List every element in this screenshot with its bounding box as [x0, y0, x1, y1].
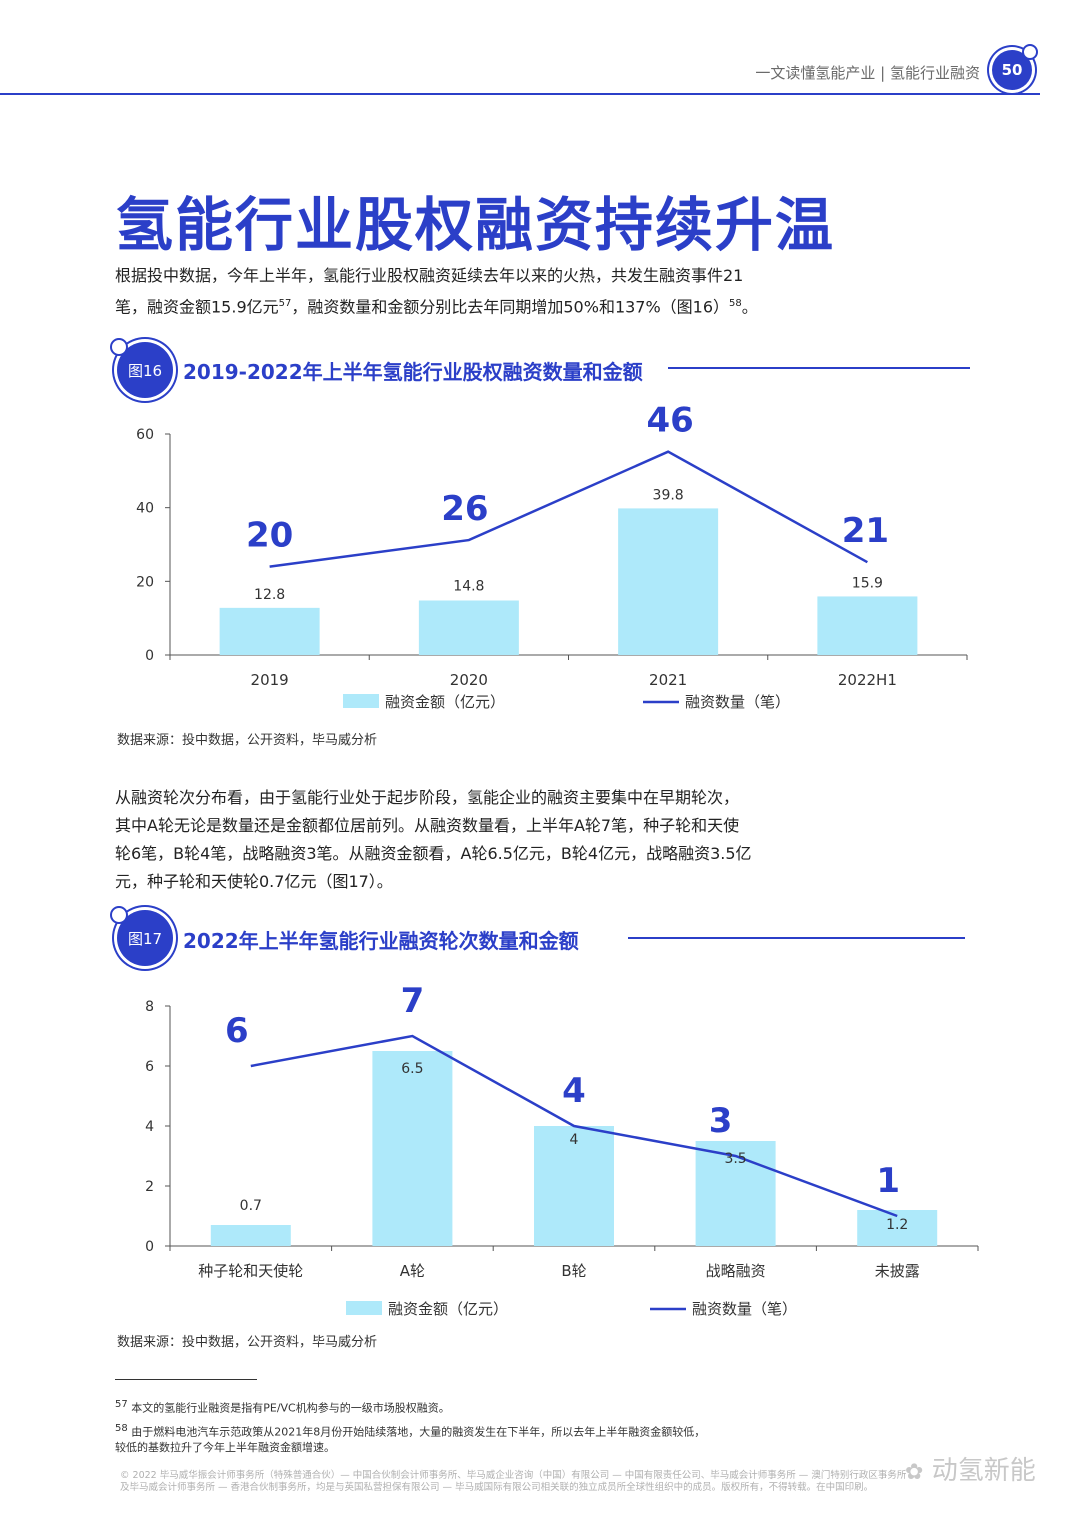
fig17-title-rule — [628, 937, 965, 939]
legend-bar-swatch — [346, 1301, 382, 1315]
bar — [210, 1225, 291, 1246]
para2-line-1: 从融资轮次分布看，由于氢能行业处于起步阶段，氢能企业的融资主要集中在早期轮次， — [115, 788, 740, 807]
line-series — [250, 1034, 898, 1218]
line-value-label: 46 — [646, 401, 693, 441]
bar — [372, 1051, 453, 1246]
bar — [418, 600, 519, 655]
y-tick-label: 40 — [136, 501, 154, 517]
bar-value-label: 15.9 — [852, 575, 883, 591]
fig16-source: 数据来源：投中数据，公开资料，毕马威分析 — [117, 733, 378, 748]
line-value-label: 20 — [246, 516, 293, 556]
bar — [817, 596, 918, 655]
bar-value-label: 14.8 — [453, 578, 484, 594]
wechat-icon: ✿ — [905, 1460, 924, 1485]
x-tick-label: 战略融资 — [706, 1262, 766, 1280]
line-value-label: 4 — [562, 1071, 586, 1111]
y-tick-label: 8 — [145, 999, 154, 1015]
footnote-ref-57: 57 — [278, 298, 292, 309]
para2-line-4: 元，种子轮和天使轮0.7亿元（图17）。 — [115, 872, 393, 891]
bar-value-label: 1.2 — [886, 1217, 908, 1233]
footnote-ref-58: 58 — [729, 298, 742, 309]
para2-line-3: 轮6笔，B轮4笔，战略融资3笔。从融资金额看，A轮6.5亿元，B轮4亿元，战略融… — [115, 844, 752, 863]
y-tick-label: 0 — [145, 1239, 154, 1255]
intro-line-1: 根据投中数据，今年上半年，氢能行业股权融资延续去年以来的火热，共发生融资事件21 — [115, 266, 744, 285]
watermark: ✿ 动氢新能 — [905, 1456, 1036, 1486]
line-value-label: 3 — [709, 1101, 733, 1141]
line-value-label: 6 — [225, 1011, 249, 1051]
fig16-title-rule — [668, 367, 970, 369]
y-tick-label: 6 — [145, 1059, 154, 1075]
footnote-57: 57 本文的氢能行业融资是指有PE/VC机构参与的一级市场股权融资。 — [115, 1399, 450, 1415]
x-tick-label: A轮 — [400, 1262, 425, 1280]
legend-bar-label: 融资金额（亿元） — [385, 693, 505, 711]
bar-value-label: 3.5 — [724, 1151, 746, 1167]
page-badge-dot — [1022, 44, 1038, 60]
x-tick-label: B轮 — [561, 1262, 586, 1280]
legend-bar-label: 融资金额（亿元） — [388, 1300, 508, 1318]
bar — [534, 1126, 614, 1246]
line-value-label: 21 — [842, 511, 889, 551]
footnote-rule — [115, 1379, 257, 1380]
para2-line-2: 其中A轮无论是数量还是金额都位居前列。从融资数量看，上半年A轮7笔，种子轮和天使 — [115, 816, 740, 835]
legend-line-label: 融资数量（笔） — [685, 693, 790, 711]
bar — [618, 508, 719, 655]
fig16-chart: 0 20 40 60 12.8 14.8 39.8 15.9 20 26 46 21 2019 2020 2… — [136, 401, 968, 711]
x-tick-label: 2019 — [251, 671, 289, 689]
fig17-source: 数据来源：投中数据，公开资料，毕马威分析 — [117, 1335, 378, 1350]
x-tick-label: 2022H1 — [838, 671, 897, 689]
legend-bar-swatch — [343, 694, 379, 708]
bar — [219, 607, 320, 655]
line-series — [269, 450, 868, 568]
x-tick-label: 种子轮和天使轮 — [198, 1262, 303, 1280]
header-text: 一文读懂氢能产业 | 氢能行业融资 — [755, 64, 980, 82]
page-title: 氢能行业股权融资持续升温 — [115, 191, 836, 259]
copyright-notice: © 2022 毕马威华振会计师事务所（特殊普通合伙）— 中国合伙制会计师事务所、… — [120, 1470, 907, 1493]
fig17-title: 2022年上半年氢能行业融资轮次数量和金额 — [183, 929, 579, 953]
header-rule — [0, 93, 1040, 95]
y-tick-label: 60 — [136, 427, 154, 443]
x-tick-label: 未披露 — [875, 1262, 920, 1280]
footnote-58: 58 由于燃料电池汽车示范政策从2021年8月份开始陆续落地，大量的融资发生在下… — [115, 1423, 706, 1454]
bar-value-label: 0.7 — [240, 1198, 262, 1214]
bar-value-label: 39.8 — [653, 487, 684, 503]
bar-value-label: 12.8 — [254, 587, 285, 603]
bar-value-label: 6.5 — [401, 1061, 423, 1077]
y-tick-label: 0 — [145, 648, 154, 664]
y-tick-label: 2 — [145, 1179, 154, 1195]
bar — [695, 1141, 776, 1246]
legend-line-label: 融资数量（笔） — [692, 1300, 797, 1318]
y-tick-label: 20 — [136, 574, 154, 590]
bar-value-label: 4 — [570, 1132, 579, 1148]
fig16-title: 2019-2022年上半年氢能行业股权融资数量和金额 — [183, 360, 643, 384]
line-value-label: 7 — [401, 981, 425, 1021]
fig17-chart: 0 2 4 6 8 0.7 6.5 4 3.5 1.2 6 7 4 3 1 种子轮和天使轮 A轮 B轮 战略融资 未披… — [145, 981, 979, 1318]
intro-line-2: 笔，融资金额15.9亿元57，融资数量和金额分别比去年同期增加50%和137%（… — [115, 297, 758, 317]
y-tick-label: 4 — [145, 1119, 154, 1135]
rounds-paragraph: 从融资轮次分布看，由于氢能行业处于起步阶段，氢能企业的融资主要集中在早期轮次， … — [115, 784, 835, 896]
fig17-badge-dot — [110, 906, 128, 924]
intro-paragraph: 根据投中数据，今年上半年，氢能行业股权融资延续去年以来的火热，共发生融资事件21… — [115, 262, 835, 321]
line-value-label: 1 — [876, 1161, 900, 1201]
x-tick-label: 2021 — [649, 671, 687, 689]
x-tick-label: 2020 — [450, 671, 488, 689]
fig16-badge-dot — [110, 338, 128, 356]
line-value-label: 26 — [441, 489, 488, 529]
